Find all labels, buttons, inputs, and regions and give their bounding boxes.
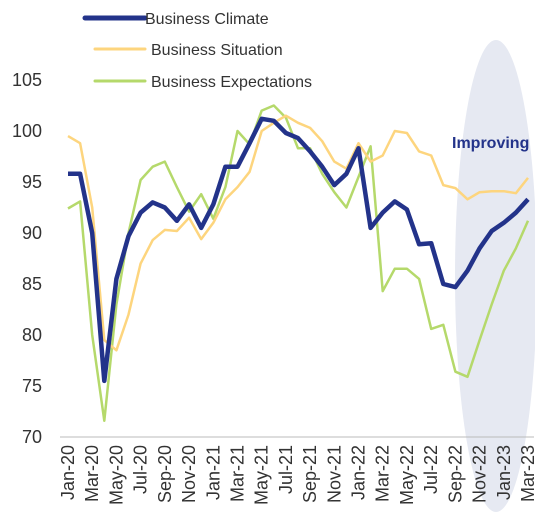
series-line — [67, 104, 530, 422]
y-tick-label: 80 — [22, 325, 42, 345]
legend: Business Climate Business Situation Busine… — [82, 11, 312, 91]
x-tick-label: May-20 — [106, 445, 126, 505]
x-tick-label: Mar-20 — [82, 445, 102, 502]
x-tick-label: Sep-22 — [445, 445, 465, 503]
x-tick-label: May-21 — [252, 445, 272, 505]
y-tick-label: 90 — [22, 223, 42, 243]
x-tick-label: Mar-22 — [373, 445, 393, 502]
x-tick-label: Sep-20 — [155, 445, 175, 503]
x-tick-label: Jan-21 — [203, 445, 223, 500]
y-tick-label: 75 — [22, 376, 42, 396]
x-tick-label: Nov-21 — [324, 445, 344, 503]
series-line — [68, 116, 530, 384]
annotation: Improving — [452, 135, 529, 152]
x-tick-label: May-22 — [397, 445, 417, 505]
x-tick-label: Jul-21 — [276, 445, 296, 494]
legend-label: Business Situation — [151, 42, 283, 59]
x-tick-label: Jan-22 — [349, 445, 369, 500]
y-tick-label: 105 — [12, 70, 42, 90]
y-tick-label: 100 — [12, 121, 42, 141]
x-tick-label: Jul-20 — [131, 445, 151, 494]
legend-label: Business Climate — [145, 11, 269, 28]
y-tick-label: 70 — [22, 427, 42, 447]
x-tick-label: Jul-22 — [421, 445, 441, 494]
x-tick-label: Nov-22 — [470, 445, 490, 503]
y-tick-label: 95 — [22, 172, 42, 192]
series-line — [67, 114, 529, 352]
x-tick-label: Mar-23 — [518, 445, 535, 502]
x-tick-label: Nov-20 — [179, 445, 199, 503]
x-tick-label: Mar-21 — [227, 445, 247, 502]
x-tick-label: Jan-23 — [494, 445, 514, 500]
y-tick-label: 85 — [22, 274, 42, 294]
x-tick-label: Jan-20 — [58, 445, 78, 500]
highlight-region — [455, 40, 535, 512]
x-tick-label: Sep-21 — [300, 445, 320, 503]
legend-label: Business Expectations — [151, 74, 312, 91]
